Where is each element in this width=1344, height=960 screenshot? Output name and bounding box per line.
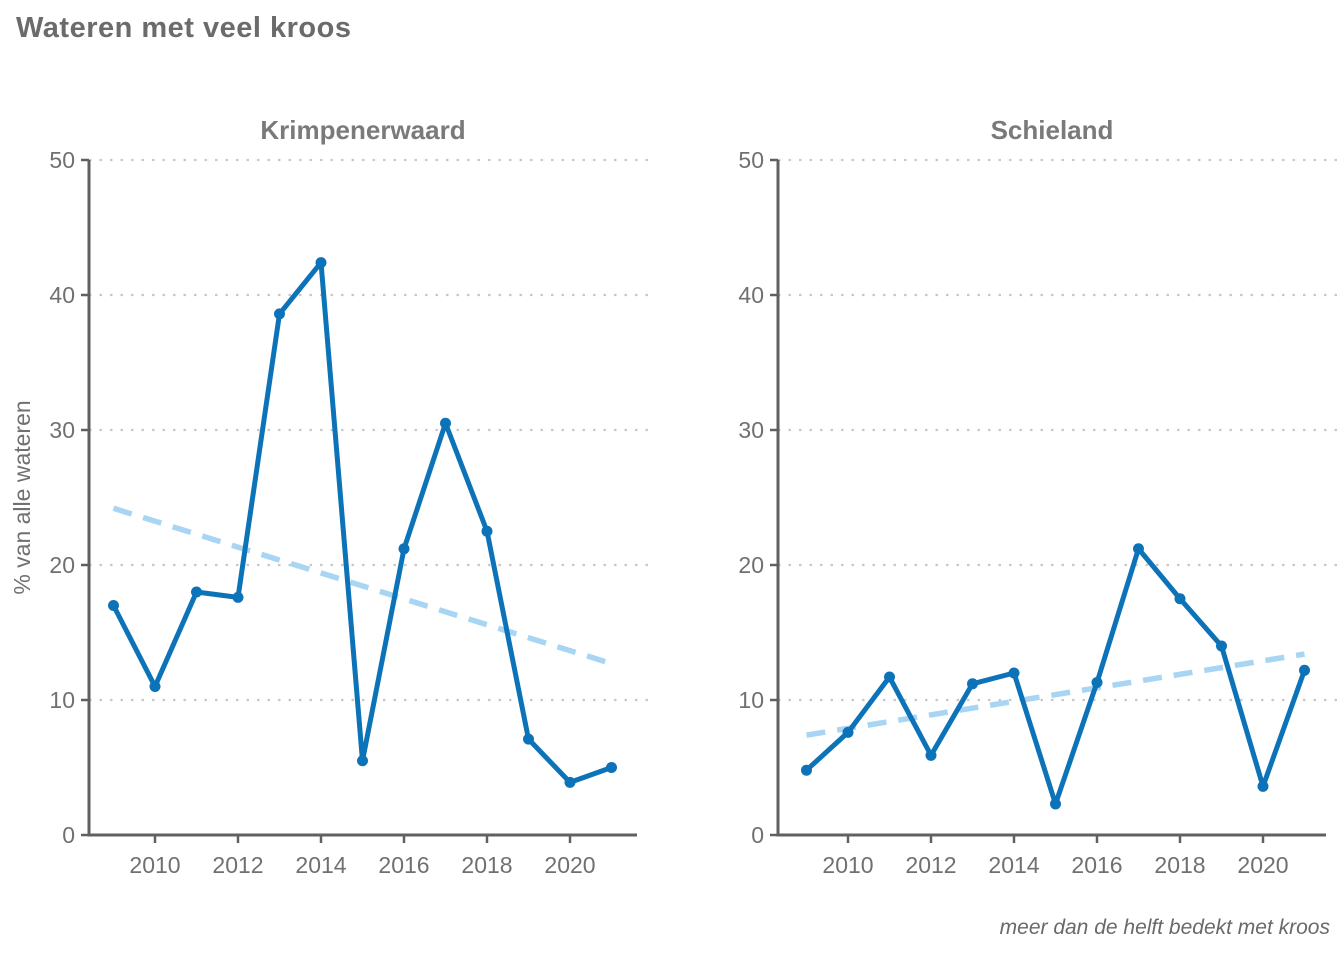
y-tick-label: 20 <box>738 552 764 578</box>
data-point-2021 <box>1299 664 1310 676</box>
y-tick-label: 50 <box>49 147 75 173</box>
chart-schieland: Schieland 0 10 20 30 40 50 2010 2012 2014 2016 201… <box>672 95 1344 925</box>
data-point-2011 <box>884 671 895 683</box>
data-point-2017 <box>1133 543 1144 555</box>
trend-line <box>112 505 613 667</box>
data-point-2021 <box>606 762 617 773</box>
y-axis-title: % van alle wateren <box>9 400 35 594</box>
page-title: Wateren met veel kroos <box>16 12 352 44</box>
series-line <box>804 546 1307 807</box>
data-point-2009 <box>108 600 119 611</box>
krimpenerwaard-line-plot: 0 10 20 30 40 50 2010 2012 2014 2016 2018 2020 % van… <box>9 147 649 878</box>
data-point-2018 <box>481 525 493 537</box>
data-point-2020 <box>564 776 576 788</box>
y-tick-label: 10 <box>738 687 764 713</box>
x-tick-label: 2016 <box>1071 852 1122 878</box>
y-tick-label: 0 <box>62 822 75 848</box>
data-point-2013 <box>967 678 978 690</box>
y-tick-label: 20 <box>49 552 75 578</box>
y-tick-label: 40 <box>49 282 75 308</box>
x-tick-label: 2010 <box>822 852 873 878</box>
data-point-2018 <box>1174 593 1186 605</box>
x-tick-label: 2012 <box>212 852 263 878</box>
data-point-2013 <box>274 308 285 320</box>
chart-krimpenerwaard: Krimpenerwaard 0 10 20 30 40 50 2010 2012 2014 20… <box>0 95 672 925</box>
data-point-2009 <box>801 764 812 776</box>
data-point-2012 <box>232 591 244 603</box>
data-point-2015 <box>1050 798 1061 810</box>
data-point-2014 <box>315 257 327 269</box>
x-tick-label: 2010 <box>129 852 180 878</box>
data-point-2011 <box>191 586 202 598</box>
data-point-2019 <box>1216 640 1227 652</box>
data-point-2014 <box>1008 667 1020 679</box>
trend-line <box>806 651 1305 738</box>
chart-title-schieland: Schieland <box>990 115 1114 145</box>
schieland-line-plot: 0 10 20 30 40 50 2010 2012 2014 2016 2018 2020 <box>738 147 1338 878</box>
x-tick-label: 2014 <box>295 852 346 878</box>
data-point-2015 <box>357 755 368 767</box>
y-tick-label: 40 <box>738 282 764 308</box>
series-line <box>111 260 614 785</box>
x-tick-label: 2020 <box>544 852 595 878</box>
chart-title-krimpenerwaard: Krimpenerwaard <box>260 115 466 145</box>
data-point-2010 <box>149 681 161 692</box>
x-tick-label: 2018 <box>1154 852 1205 878</box>
y-tick-label: 10 <box>49 687 75 713</box>
y-tick-label: 30 <box>738 417 764 443</box>
data-point-2016 <box>1091 676 1103 688</box>
x-tick-label: 2016 <box>378 852 429 878</box>
data-point-2019 <box>523 733 534 745</box>
chart-footnote: meer dan de helft bedekt met kroos <box>999 916 1330 939</box>
x-tick-label: 2012 <box>905 852 956 878</box>
data-point-2016 <box>398 543 410 555</box>
y-tick-label: 30 <box>49 417 75 443</box>
data-point-2020 <box>1257 780 1269 792</box>
data-point-2012 <box>925 749 937 761</box>
y-tick-label: 0 <box>751 822 764 848</box>
data-point-2017 <box>440 417 451 429</box>
x-tick-label: 2018 <box>461 852 512 878</box>
y-tick-label: 50 <box>738 147 764 173</box>
x-tick-label: 2020 <box>1237 852 1288 878</box>
x-tick-label: 2014 <box>988 852 1039 878</box>
data-point-2010 <box>842 726 854 738</box>
